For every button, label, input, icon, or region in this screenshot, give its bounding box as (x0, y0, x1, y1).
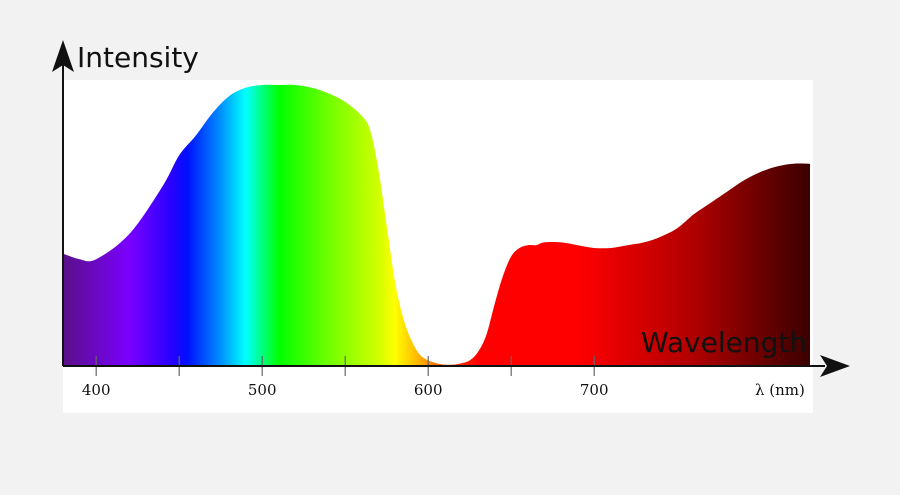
x-unit-label: λ (nm) (755, 381, 805, 399)
intensity-area (63, 84, 810, 367)
y-axis-arrow-icon (52, 40, 74, 72)
x-tick-label: 700 (580, 381, 609, 399)
x-tick-label: 500 (248, 381, 277, 399)
x-axis-title: Wavelength (641, 326, 807, 359)
x-tick-label: 400 (82, 381, 111, 399)
x-axis-arrow-icon (820, 355, 850, 377)
y-axis-title: Intensity (77, 41, 199, 74)
x-axis-ticks: 400 500 600 700 (82, 356, 609, 399)
x-tick-label: 600 (414, 381, 443, 399)
